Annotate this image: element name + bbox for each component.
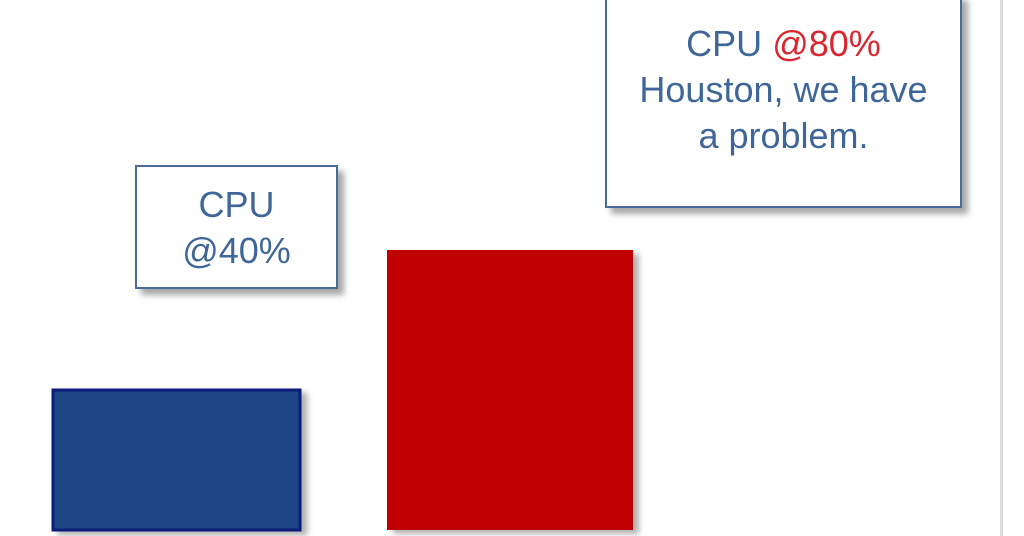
callout-cpu-40: CPU @40% [135,165,338,289]
frame-edge [1000,0,1003,536]
callout-cpu-40-prefix: CPU [198,184,275,225]
callout-cpu-80-message-1: Houston, we have [639,69,928,110]
callout-cpu-80-title: CPU @80% [607,21,960,67]
callout-cpu-80-prefix: CPU [686,23,763,64]
bar-1 [51,388,302,532]
callout-cpu-40-value: @40% [182,230,291,271]
callout-cpu-80-value: @80% [772,23,881,64]
bar-2 [387,250,633,530]
callout-cpu-80: CPU @80% Houston, we have a problem. [605,0,962,208]
callout-cpu-80-message-2: a problem. [698,115,869,156]
